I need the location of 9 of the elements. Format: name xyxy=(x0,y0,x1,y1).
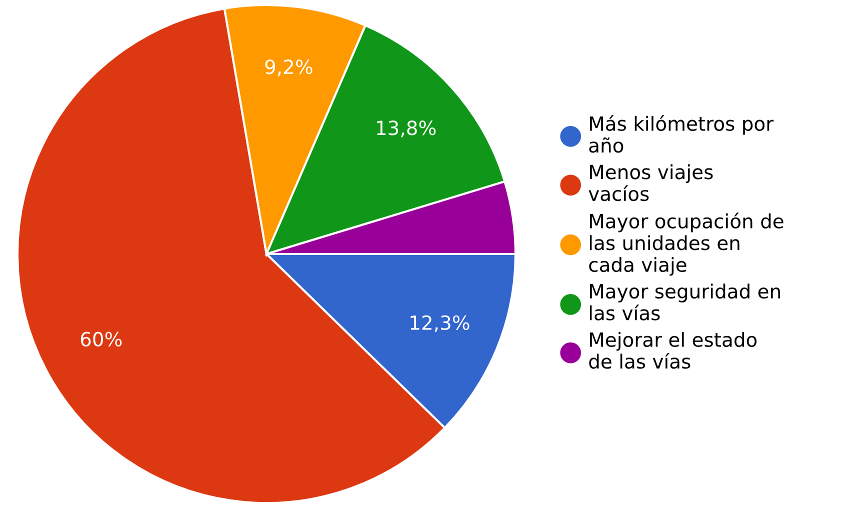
data-label: 12,3% xyxy=(410,315,470,332)
legend-label: Mayor ocupación de las unidades en cada viaje xyxy=(589,212,784,276)
data-label: 60% xyxy=(80,332,122,347)
legend-label: Mayor seguridad en las vías xyxy=(590,284,780,320)
data-label: 9,2% xyxy=(265,60,312,76)
legend-label: Más kilómetros por año xyxy=(589,115,774,153)
legend-label: Mejorar el estado de las vías xyxy=(589,332,757,369)
legend-label: Menos viajes vacíos xyxy=(588,164,713,202)
data-label: 13,8% xyxy=(377,120,436,138)
